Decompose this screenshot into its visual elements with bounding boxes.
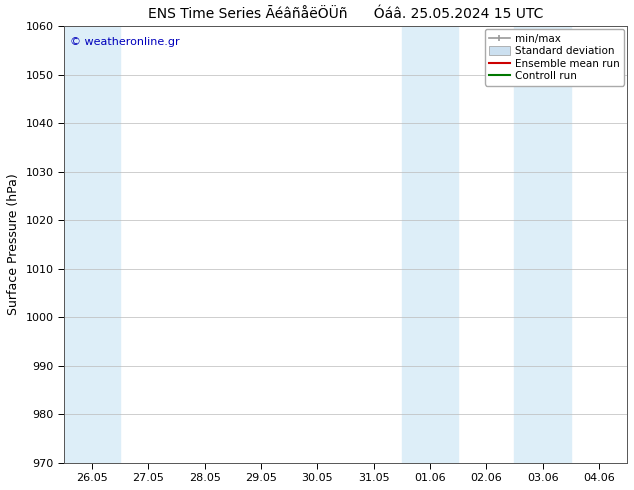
Legend: min/max, Standard deviation, Ensemble mean run, Controll run: min/max, Standard deviation, Ensemble me… <box>485 29 624 86</box>
Bar <box>64 26 120 463</box>
Text: © weatheronline.gr: © weatheronline.gr <box>70 37 179 47</box>
Bar <box>514 26 571 463</box>
Y-axis label: Surface Pressure (hPa): Surface Pressure (hPa) <box>7 173 20 316</box>
Bar <box>402 26 458 463</box>
Title: ENS Time Series ĀéâñåëÖÜñ      Óáâ. 25.05.2024 15 UTC: ENS Time Series ĀéâñåëÖÜñ Óáâ. 25.05.202… <box>148 7 543 21</box>
